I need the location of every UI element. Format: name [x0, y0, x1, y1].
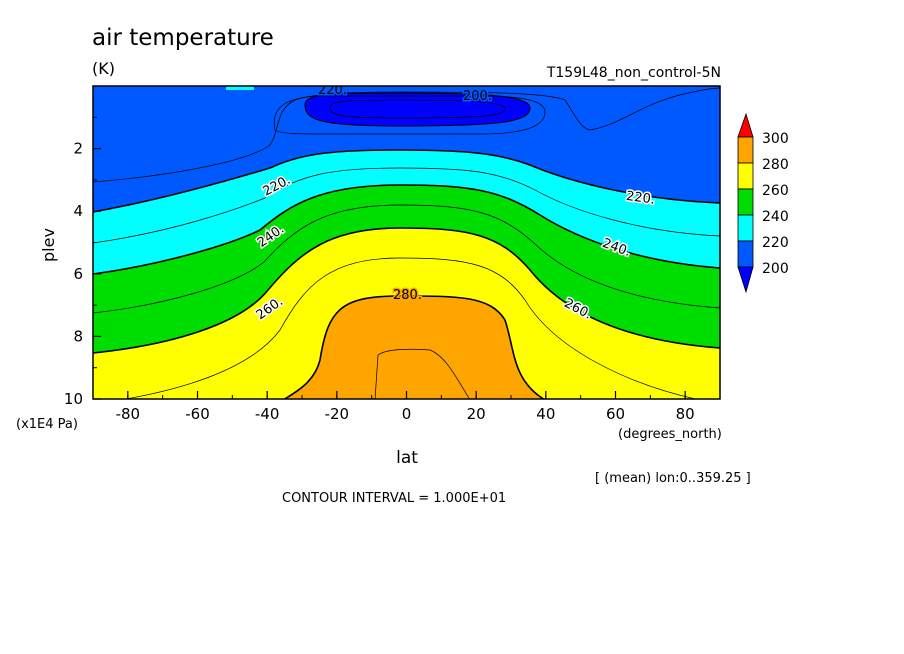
plot-area: 220. 220. 220. 200. 240. 240. 260. 260. … — [93, 83, 720, 399]
contour-210-upper — [273, 95, 546, 135]
contour-270 — [123, 257, 698, 399]
chart-title: air temperature — [92, 25, 274, 51]
colorbar-box-220-240 — [737, 214, 754, 242]
colorbar-box-240-260 — [737, 188, 754, 216]
contour-290 — [374, 348, 470, 399]
colorbar-label: 260 — [762, 183, 789, 199]
y-tick-label: 10 — [64, 390, 83, 408]
x-tick-label: -80 — [116, 405, 141, 423]
contour-220 — [93, 149, 720, 213]
x-tick-label: 60 — [606, 405, 625, 423]
contour-label: 200. — [463, 89, 492, 104]
y-axis-units: (x1E4 Pa) — [16, 417, 78, 432]
y-axis: 2 4 6 8 10 — [64, 85, 101, 408]
colorbar-box-280-300 — [737, 136, 754, 164]
contour-label: 280. — [393, 288, 422, 303]
x-tick-label: 40 — [536, 405, 555, 423]
colorbar-over-arrow — [737, 112, 754, 138]
colorbar-under-arrow — [737, 266, 754, 294]
x-tick-label: 20 — [467, 405, 486, 423]
chart-units: (K) — [92, 59, 115, 78]
colorbar-label: 220 — [762, 235, 789, 251]
contour-230 — [93, 167, 720, 244]
contour-260 — [93, 227, 720, 354]
x-tick-label: -40 — [255, 405, 280, 423]
contour-label: 220. — [318, 83, 347, 98]
x-axis-label: lat — [396, 448, 418, 468]
colorbar-label: 200 — [762, 261, 789, 277]
colorbar-label: 300 — [762, 131, 789, 147]
contour-280 — [283, 295, 545, 399]
contour-200-inner — [329, 99, 506, 119]
contour-210-left — [93, 91, 401, 183]
contour-interval: CONTOUR INTERVAL = 1.000E+01 — [282, 491, 506, 506]
contour-240 — [93, 184, 720, 275]
y-tick-label: 4 — [73, 202, 83, 220]
x-axis-units: (degrees_north) — [618, 427, 722, 442]
colorbar-label: 280 — [762, 157, 789, 173]
colorbar-box-200-220 — [737, 240, 754, 268]
x-tick-label: -60 — [185, 405, 210, 423]
x-axis: -80 -60 -40 -20 0 20 40 60 80 — [92, 391, 721, 423]
band-280-300 — [284, 296, 544, 399]
color-bar: 300 280 260 240 220 200 — [737, 112, 789, 294]
colorbar-box-260-280 — [737, 162, 754, 190]
contour-label: 220. — [625, 189, 656, 208]
run-label: T159L48_non_control-5N — [546, 65, 721, 81]
contour-210-right — [399, 87, 720, 131]
contour-250 — [93, 204, 720, 314]
mean-note: [ (mean) lon:0..359.25 ] — [595, 471, 751, 486]
y-axis-label: plev — [39, 228, 58, 262]
y-tick-label: 2 — [73, 140, 83, 158]
x-tick-label: 80 — [676, 405, 695, 423]
colorbar-label: 240 — [762, 209, 789, 225]
x-tick-label: -20 — [325, 405, 350, 423]
y-tick-label: 8 — [73, 327, 83, 345]
y-tick-label: 6 — [73, 265, 83, 283]
x-tick-label: 0 — [402, 405, 412, 423]
cyan-strip-top — [226, 86, 254, 90]
